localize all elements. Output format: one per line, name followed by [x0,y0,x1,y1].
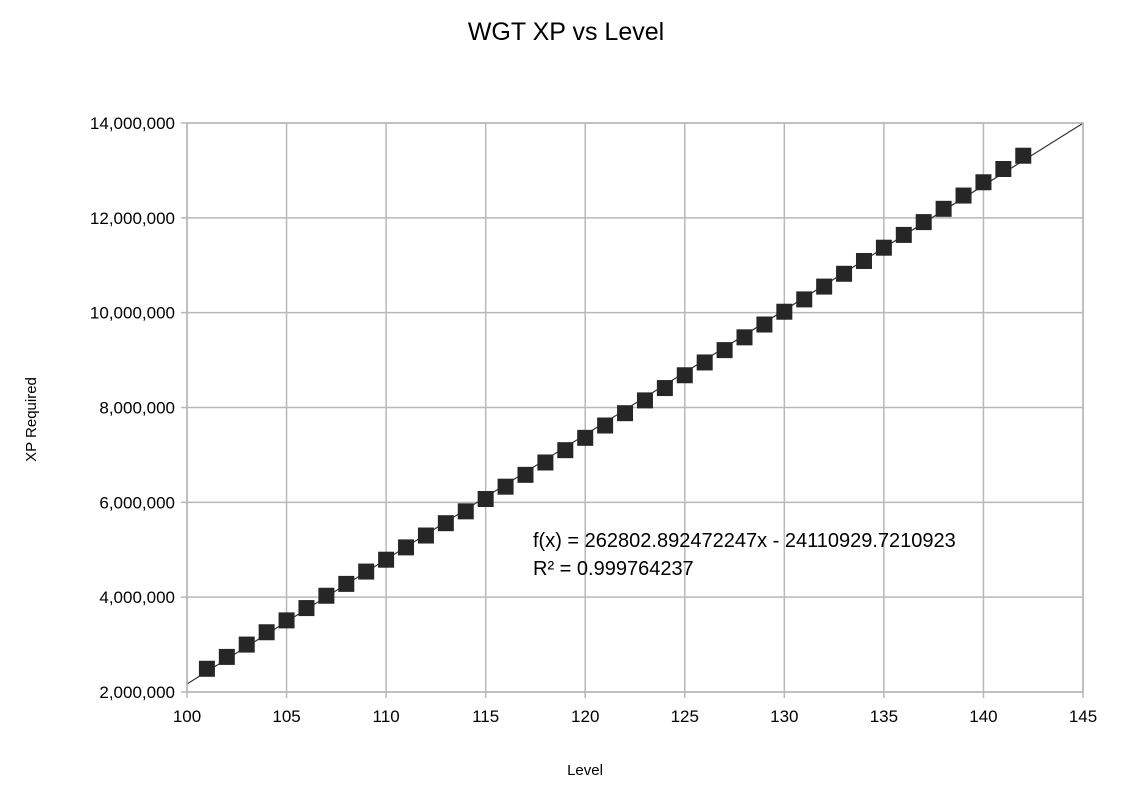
data-point [358,563,375,580]
chart-title: WGT XP vs Level [467,18,665,46]
x-tick-label: 125 [671,707,699,726]
data-point [756,316,773,333]
data-point [198,660,215,677]
plot-frame [186,122,1084,693]
data-point [298,600,315,617]
data-point [497,478,514,495]
data-point [875,239,892,256]
data-point [278,612,295,629]
data-point [656,380,673,397]
y-tick-label: 4,000,000 [99,588,175,607]
data-point [836,265,853,282]
data-point [617,405,634,422]
data-point [238,636,255,653]
data-point [796,291,813,308]
y-axis-label: XP Required [23,377,40,462]
data-point [258,624,275,641]
data-point [935,200,952,217]
x-tick-label: 120 [571,707,599,726]
data-point [517,466,534,483]
data-point [636,392,653,409]
data-point [417,527,434,544]
trendline [186,122,1084,685]
data-point [557,442,574,459]
data-point [975,174,992,191]
data-point [676,367,693,384]
data-markers [198,147,1032,677]
x-tick-label: 140 [969,707,997,726]
trendline-equation: f(x) = 262802.892472247x - 24110929.7210… [533,530,956,552]
y-tick-label: 8,000,000 [99,399,175,418]
x-axis-label: Level [567,762,603,779]
data-point [398,539,415,556]
data-point [218,648,235,665]
data-point [696,354,713,371]
y-tick-labels: 2,000,000 4,000,000 6,000,000 8,000,000 10,0… [90,114,175,702]
data-point [457,503,474,520]
y-tick-label: 10,000,000 [90,304,175,323]
x-tick-label: 100 [173,707,201,726]
data-point [776,303,793,320]
data-point [437,515,454,532]
data-point [736,329,753,346]
data-point [378,551,395,568]
data-point [855,252,872,269]
data-point [577,429,594,446]
data-point [597,417,614,434]
x-tick-label: 105 [272,707,300,726]
data-point [955,187,972,204]
trendline-r-squared: R² = 0.999764237 [533,558,694,580]
y-tick-label: 2,000,000 [99,683,175,702]
y-tick-label: 12,000,000 [90,209,175,228]
data-point [318,587,335,604]
data-point [1015,147,1032,164]
y-tick-label: 6,000,000 [99,493,175,512]
data-point [716,342,733,359]
y-tick-label: 14,000,000 [90,114,175,133]
x-tick-label: 145 [1069,707,1097,726]
data-point [477,491,494,508]
data-point [338,575,355,592]
data-point [816,278,833,295]
x-tick-label: 110 [373,707,400,726]
data-point [537,454,554,471]
data-point [895,226,912,243]
data-point [995,160,1012,177]
x-tick-label: 130 [770,707,798,726]
data-point [915,214,932,231]
x-tick-labels: 100 105 110 115 120 125 130 135 140 145 [173,707,1097,726]
x-tick-label: 115 [472,707,499,726]
x-tick-label: 135 [870,707,898,726]
